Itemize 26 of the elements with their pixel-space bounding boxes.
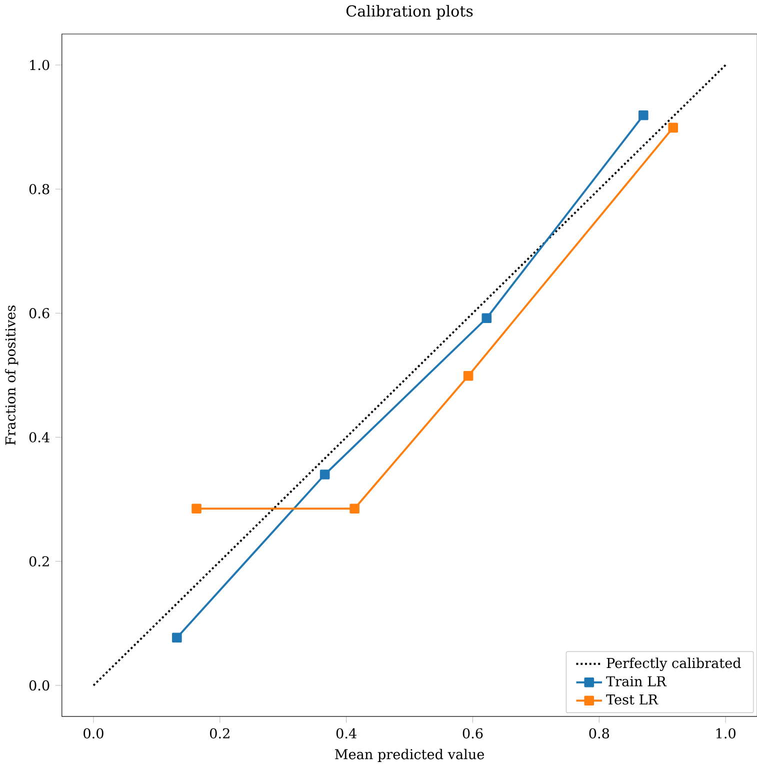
point (349, 504, 360, 514)
y-tick-label: 0.0 (29, 680, 49, 691)
point (172, 632, 182, 643)
point (668, 122, 678, 133)
y-tick-label: 0.8 (29, 184, 49, 194)
x-tick-label: 1.0 (716, 728, 736, 738)
x-axis-title: Mean predicted value (334, 748, 484, 762)
legend-label: Train LR (606, 676, 666, 686)
y-tick-label: 0.2 (29, 556, 49, 566)
y-tick-label: 0.4 (29, 432, 50, 442)
y-tick-label: 1.0 (30, 60, 49, 70)
y-tick-label: 0.6 (29, 308, 50, 318)
legend-label: Perfectly calibrated (606, 658, 741, 671)
x-tick-label: 0.2 (210, 728, 230, 738)
x-tick-label: 0.0 (83, 728, 104, 738)
x-tick-label: 0.4 (336, 728, 356, 738)
chart-title: Calibration plots (346, 5, 472, 20)
y-axis-title: Fraction of positives (4, 306, 18, 445)
point (320, 470, 330, 480)
point (463, 370, 473, 381)
legend-label: Test LR (606, 694, 658, 705)
x-tick-label: 0.6 (462, 728, 482, 738)
x-tick-label: 0.8 (589, 728, 609, 738)
point (638, 110, 648, 120)
point (191, 504, 202, 514)
point (482, 313, 492, 324)
